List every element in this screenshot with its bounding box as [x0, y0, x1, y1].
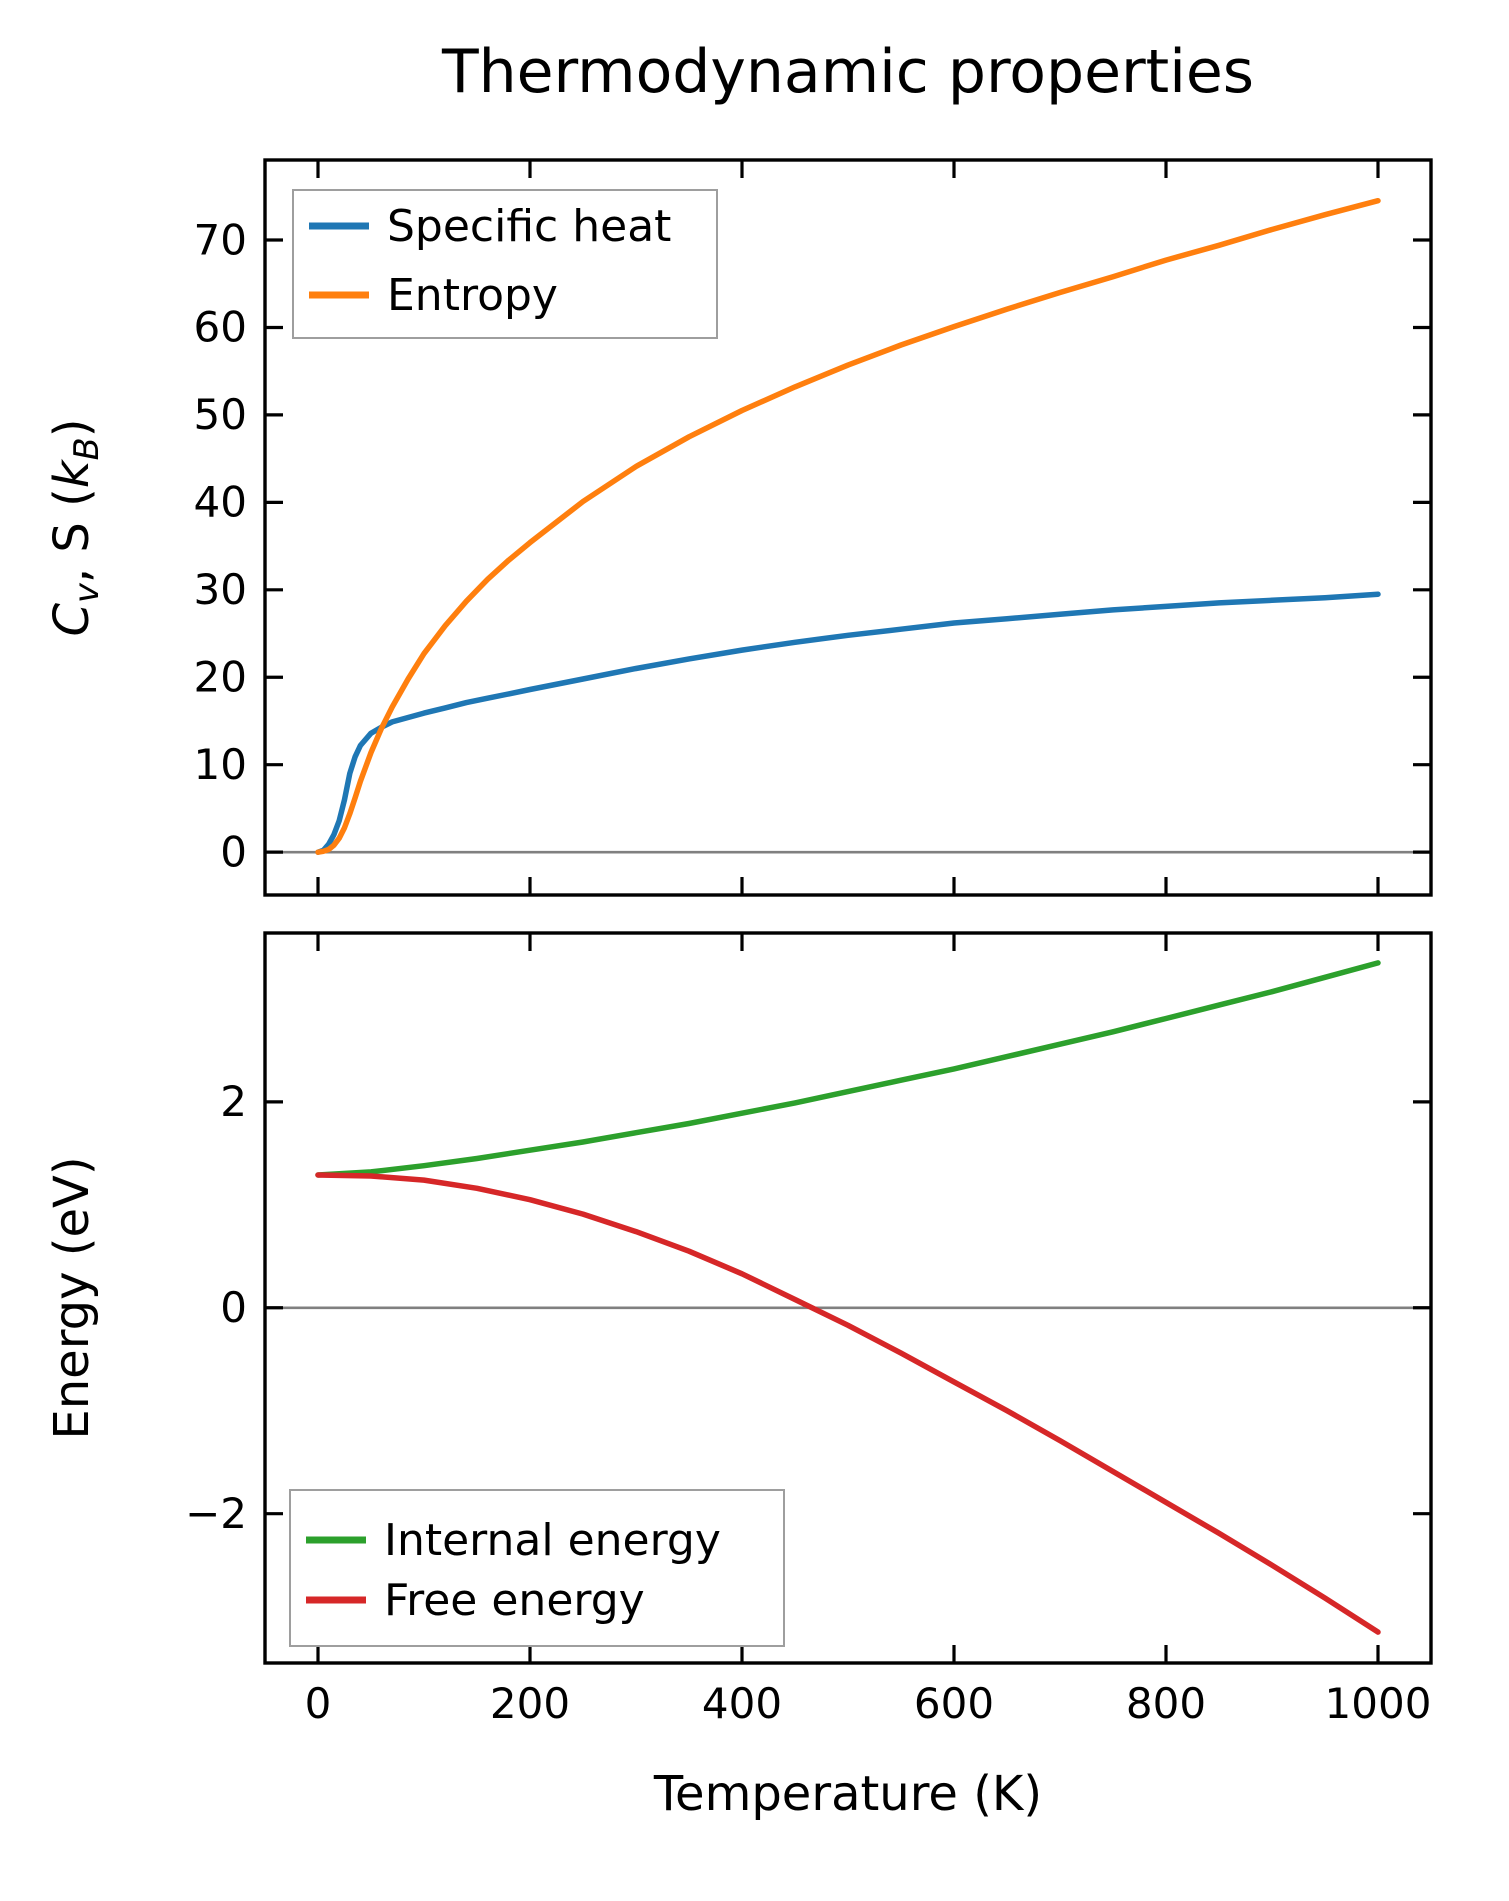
y-axis-label: Cv, S (kB) — [44, 419, 106, 637]
y-tick-label: −2 — [185, 1489, 247, 1538]
x-tick-label: 200 — [490, 1679, 570, 1728]
panel-top: 0 10 20 30 40 50 60 70 Cv, S (kB) Specific heat En… — [44, 158, 1433, 897]
y-axis-label: Energy (eV) — [44, 1156, 100, 1439]
axes-frame — [263, 158, 1433, 897]
y-tick-label: 40 — [194, 478, 247, 527]
x-tick-label: 800 — [1126, 1679, 1206, 1728]
curve-internal-energy — [315, 960, 1381, 1178]
x-tick-label: 600 — [914, 1679, 994, 1728]
y-tick-label: 60 — [194, 303, 247, 352]
legend-box — [289, 1489, 785, 1647]
figure-title: Thermodynamic properties — [441, 37, 1254, 107]
y-tick-label: 0 — [220, 827, 247, 876]
axes-frame — [263, 931, 1433, 1665]
curve-specific-heat — [315, 591, 1381, 855]
x-tick-label: 1000 — [1325, 1679, 1432, 1728]
panel-bottom: 0 200 400 600 800 1000 −2 0 2 Energy (eV) Temperat… — [44, 931, 1433, 1822]
legend-label: Internal energy — [384, 1515, 721, 1566]
curve-entropy — [315, 197, 1381, 855]
y-tick-label: 20 — [194, 653, 247, 702]
legend-label: Specific heat — [387, 201, 671, 252]
x-tick-label: 400 — [702, 1679, 782, 1728]
x-axis-label: Temperature (K) — [653, 1766, 1042, 1822]
y-tick-label: 10 — [194, 740, 247, 789]
y-tick-label: 30 — [194, 565, 247, 614]
curve-free-energy — [315, 1172, 1381, 1635]
legend-bottom: Internal energy Free energy — [289, 1489, 785, 1647]
y-tick-label: 70 — [194, 215, 247, 264]
y-tick-label: 0 — [220, 1283, 247, 1332]
x-tick-label: 0 — [305, 1679, 332, 1728]
legend-top: Specific heat Entropy — [292, 189, 718, 339]
y-tick-label: 50 — [194, 390, 247, 439]
legend-box — [292, 189, 718, 339]
y-tick-label: 2 — [220, 1077, 247, 1126]
legend-label: Free energy — [384, 1575, 645, 1626]
legend-label: Entropy — [387, 270, 558, 321]
